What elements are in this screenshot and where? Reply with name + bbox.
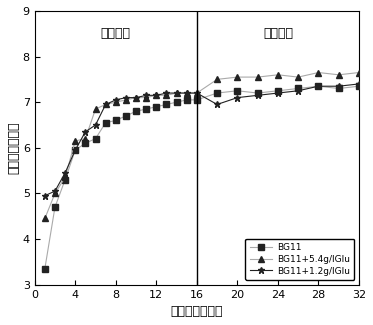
BG11+1.2g/lGlu bbox=[336, 84, 341, 88]
X-axis label: 培养时间（天）: 培养时间（天） bbox=[170, 305, 223, 318]
BG11 bbox=[195, 98, 199, 102]
BG11+1.2g/lGlu bbox=[185, 91, 189, 95]
BG11+1.2g/lGlu bbox=[296, 89, 300, 93]
BG11+1.2g/lGlu bbox=[235, 96, 239, 99]
BG11+5.4g/lGlu bbox=[83, 137, 88, 141]
BG11+5.4g/lGlu bbox=[154, 93, 159, 97]
BG11+1.2g/lGlu bbox=[215, 102, 219, 106]
BG11 bbox=[256, 91, 260, 95]
BG11+5.4g/lGlu bbox=[93, 107, 98, 111]
BG11+1.2g/lGlu bbox=[357, 82, 361, 86]
Line: BG11: BG11 bbox=[42, 84, 362, 271]
BG11+1.2g/lGlu bbox=[63, 171, 68, 175]
BG11+5.4g/lGlu bbox=[316, 71, 321, 74]
BG11 bbox=[113, 119, 118, 123]
Legend: BG11, BG11+5.4g/lGlu, BG11+1.2g/lGlu: BG11, BG11+5.4g/lGlu, BG11+1.2g/lGlu bbox=[245, 239, 354, 280]
BG11+5.4g/lGlu bbox=[215, 77, 219, 81]
BG11 bbox=[164, 102, 169, 106]
BG11 bbox=[154, 105, 159, 109]
BG11+5.4g/lGlu bbox=[195, 91, 199, 95]
BG11+1.2g/lGlu bbox=[174, 91, 179, 95]
BG11+1.2g/lGlu bbox=[195, 91, 199, 95]
BG11+1.2g/lGlu bbox=[154, 93, 159, 97]
BG11+1.2g/lGlu bbox=[83, 130, 88, 134]
BG11+1.2g/lGlu bbox=[43, 194, 47, 198]
BG11 bbox=[185, 98, 189, 102]
BG11+1.2g/lGlu bbox=[113, 98, 118, 102]
BG11+1.2g/lGlu bbox=[53, 189, 57, 193]
BG11 bbox=[134, 109, 138, 113]
BG11 bbox=[103, 121, 108, 125]
BG11+1.2g/lGlu bbox=[103, 102, 108, 106]
BG11+5.4g/lGlu bbox=[336, 73, 341, 77]
BG11+5.4g/lGlu bbox=[63, 176, 68, 179]
BG11+5.4g/lGlu bbox=[43, 216, 47, 220]
BG11 bbox=[316, 84, 321, 88]
Text: 缺氪阶段: 缺氪阶段 bbox=[263, 27, 293, 40]
Y-axis label: 细胞数目对数值: 细胞数目对数值 bbox=[7, 122, 20, 174]
BG11+1.2g/lGlu bbox=[124, 96, 128, 99]
BG11+5.4g/lGlu bbox=[124, 98, 128, 102]
BG11 bbox=[235, 89, 239, 93]
BG11 bbox=[63, 178, 68, 182]
Line: BG11+5.4g/lGlu: BG11+5.4g/lGlu bbox=[42, 70, 362, 222]
BG11+1.2g/lGlu bbox=[93, 123, 98, 127]
BG11 bbox=[83, 141, 88, 145]
BG11+5.4g/lGlu bbox=[164, 93, 169, 97]
Line: BG11+1.2g/lGlu: BG11+1.2g/lGlu bbox=[41, 81, 363, 199]
BG11+5.4g/lGlu bbox=[53, 191, 57, 195]
BG11 bbox=[174, 100, 179, 104]
BG11+1.2g/lGlu bbox=[134, 96, 138, 99]
BG11 bbox=[93, 137, 98, 141]
BG11 bbox=[144, 107, 148, 111]
BG11 bbox=[43, 267, 47, 271]
BG11+1.2g/lGlu bbox=[73, 148, 78, 152]
BG11 bbox=[73, 148, 78, 152]
BG11+1.2g/lGlu bbox=[276, 91, 280, 95]
BG11 bbox=[53, 205, 57, 209]
BG11 bbox=[336, 86, 341, 90]
BG11+1.2g/lGlu bbox=[316, 84, 321, 88]
BG11 bbox=[124, 114, 128, 118]
BG11+5.4g/lGlu bbox=[276, 73, 280, 77]
BG11+5.4g/lGlu bbox=[144, 96, 148, 99]
BG11+1.2g/lGlu bbox=[164, 91, 169, 95]
BG11+1.2g/lGlu bbox=[256, 93, 260, 97]
BG11+5.4g/lGlu bbox=[235, 75, 239, 79]
BG11+5.4g/lGlu bbox=[73, 139, 78, 143]
BG11 bbox=[215, 91, 219, 95]
BG11 bbox=[357, 84, 361, 88]
BG11+1.2g/lGlu bbox=[144, 93, 148, 97]
BG11+5.4g/lGlu bbox=[134, 96, 138, 99]
BG11+5.4g/lGlu bbox=[296, 75, 300, 79]
BG11+5.4g/lGlu bbox=[113, 100, 118, 104]
BG11+5.4g/lGlu bbox=[103, 102, 108, 106]
Text: 富氪阶段: 富氪阶段 bbox=[101, 27, 131, 40]
BG11 bbox=[276, 89, 280, 93]
BG11+5.4g/lGlu bbox=[174, 91, 179, 95]
BG11+5.4g/lGlu bbox=[357, 71, 361, 74]
BG11 bbox=[296, 86, 300, 90]
BG11+5.4g/lGlu bbox=[256, 75, 260, 79]
BG11+5.4g/lGlu bbox=[185, 91, 189, 95]
